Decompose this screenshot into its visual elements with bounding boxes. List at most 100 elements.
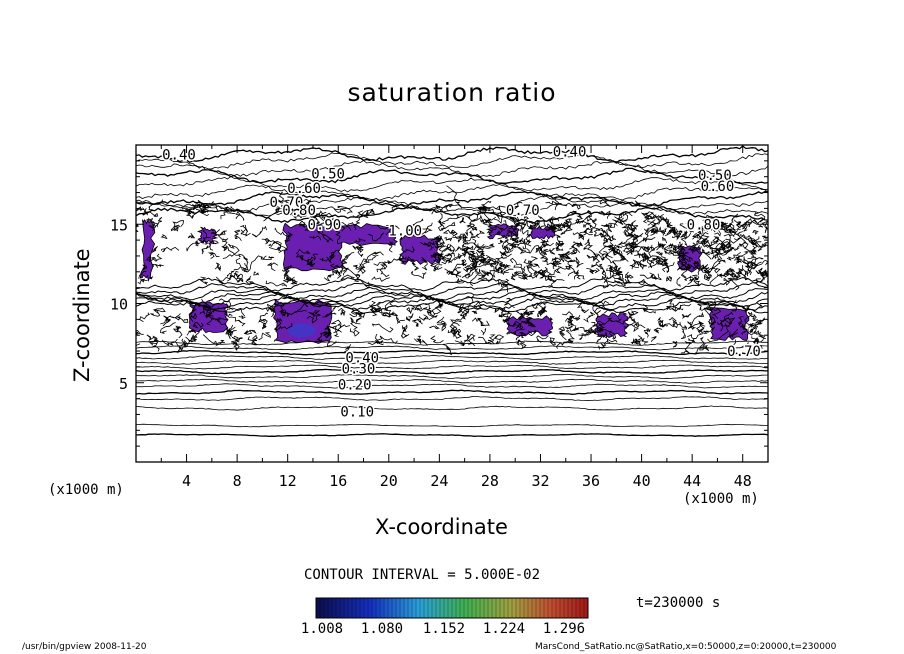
contour-fragment	[655, 251, 663, 257]
contour-fragment	[709, 236, 720, 247]
x-tick-label: 4	[182, 472, 191, 490]
contour-fragment	[664, 322, 678, 329]
contour-line	[136, 354, 768, 361]
contour-fragment	[583, 311, 596, 323]
contour-fragment	[676, 321, 688, 333]
contour-fragment	[161, 338, 178, 346]
contour-fragment	[703, 242, 724, 253]
contour-fragment	[576, 220, 591, 229]
contour-fragment	[420, 241, 436, 248]
contour-fragment	[680, 254, 692, 262]
contour-fragment	[713, 267, 721, 274]
contour-fragment	[240, 224, 248, 232]
contour-fragment	[511, 237, 522, 244]
contour-fragment	[442, 343, 453, 356]
contour-fragment	[486, 226, 497, 234]
contour-fragment	[240, 232, 251, 237]
contour-fragment	[413, 227, 428, 236]
contour-fragment	[721, 248, 731, 253]
contour-fragment	[495, 264, 511, 272]
contour-fragment	[215, 339, 226, 347]
contour-fragment	[666, 299, 675, 311]
contour-fragment	[233, 257, 242, 271]
contour-fragment	[714, 227, 721, 237]
colorbar-tick-label: 1.008	[300, 621, 344, 637]
contour-fragment	[762, 235, 768, 240]
contour-fragment	[401, 256, 416, 263]
contour-fragment	[523, 272, 544, 279]
contour-fragment	[160, 322, 176, 334]
contour-line	[136, 152, 768, 170]
contour-fragment	[450, 252, 462, 262]
contour-fragment	[532, 269, 543, 278]
contour-fragment	[533, 270, 556, 278]
contour-fragment	[651, 212, 660, 222]
contour-fragment	[601, 210, 612, 219]
contour-fragment	[615, 272, 625, 280]
contour-fragment	[444, 252, 455, 260]
contour-fragment	[377, 335, 398, 345]
contour-fragment	[478, 336, 492, 345]
contour-fragment	[217, 230, 229, 243]
contour-fragment	[555, 234, 563, 244]
contour-fragment	[309, 235, 321, 241]
x-tick-label: 48	[734, 472, 752, 490]
contour-fragment	[464, 265, 477, 272]
contour-fragment	[520, 220, 534, 226]
contour-line	[136, 183, 768, 202]
contour-fragment	[327, 305, 337, 316]
contour-fragment	[410, 270, 427, 280]
contour-fragment	[139, 312, 150, 322]
contour-fragment	[554, 266, 563, 274]
contour-fragment	[698, 321, 705, 333]
contour-fragment	[160, 246, 180, 253]
contour-fragment	[323, 275, 332, 282]
contour-fragment	[454, 277, 466, 284]
contour-fragment	[592, 300, 610, 315]
contour-fragment	[341, 253, 351, 264]
contour-fragment	[189, 308, 197, 322]
contour-fragment	[238, 253, 249, 263]
contour-fragment	[137, 278, 148, 285]
contour-fragment	[715, 246, 726, 256]
supersaturated-region	[197, 226, 219, 245]
contour-line	[136, 159, 768, 177]
supersaturated-region	[594, 311, 630, 338]
contour-fragment	[541, 267, 552, 275]
contour-fragment	[601, 223, 610, 227]
x-tick-label: 16	[329, 472, 347, 490]
contour-fragment	[446, 185, 462, 209]
contour-fragment	[600, 331, 608, 339]
contour-fragment	[724, 267, 734, 276]
contour-fragment	[747, 329, 766, 338]
contour-fragment	[606, 266, 616, 272]
contour-fragment	[731, 213, 739, 223]
contour-label: 0.70	[727, 344, 761, 360]
contour-fragment	[703, 273, 711, 282]
contour-fragment	[160, 315, 172, 325]
contour-line	[136, 349, 768, 356]
contour-fragment	[496, 261, 506, 268]
contour-fragment	[319, 256, 330, 262]
contour-fragment	[495, 257, 503, 261]
contour-fragment	[449, 320, 462, 337]
contour-fragment	[345, 221, 355, 231]
contour-fragment	[511, 272, 529, 279]
contour-fragment	[688, 274, 700, 282]
contour-fragment	[199, 276, 208, 285]
contour-fragment	[558, 326, 567, 341]
contour-fragment	[477, 206, 490, 223]
contour-fragment	[649, 272, 658, 280]
contour-fragment	[564, 259, 576, 263]
contour-fragment	[463, 238, 478, 247]
contour-fragment	[612, 212, 629, 224]
contour-fragment	[765, 262, 768, 266]
contour-fragment	[384, 298, 398, 312]
contour-fragment	[499, 220, 508, 231]
contour-fragment	[493, 215, 514, 224]
contour-fragment	[513, 202, 524, 211]
contour-fragment	[527, 265, 535, 277]
contour-fragment	[629, 261, 640, 270]
contour-fragment	[688, 337, 697, 343]
contour-fragment	[703, 219, 712, 224]
